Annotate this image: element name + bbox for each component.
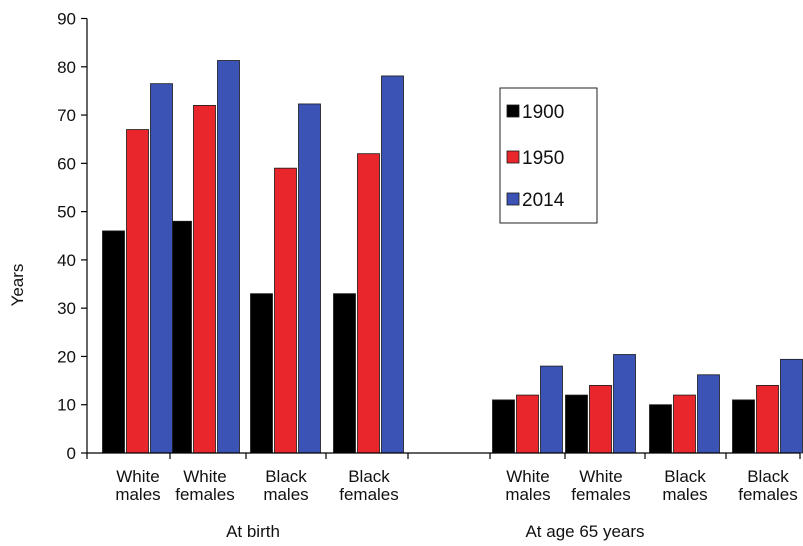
y-tick-label: 90 (57, 10, 76, 29)
legend-label-1950: 1950 (522, 148, 564, 169)
bar-1900-6 (649, 404, 672, 454)
x-axis: WhitemalesWhitefemalesBlackmalesBlackfem… (86, 452, 801, 541)
y-tick-label: 60 (57, 154, 76, 173)
bar-2014-0 (150, 83, 173, 454)
x-group-label: At age 65 years (525, 522, 644, 541)
bar-2014-5 (613, 354, 636, 454)
y-tick-label: 80 (57, 58, 76, 77)
bar-2014-1 (217, 60, 240, 454)
x-category-label: White (506, 467, 549, 486)
bar-1900-3 (333, 293, 356, 454)
bar-1950-2 (274, 167, 297, 454)
x-category-label: Black (664, 467, 706, 486)
y-axis-title: Years (8, 264, 27, 307)
bar-1950-3 (357, 153, 380, 454)
x-category-label: males (505, 485, 550, 504)
x-category-label: females (571, 485, 631, 504)
bar-2014-2 (298, 103, 321, 454)
x-category-label: males (662, 485, 707, 504)
bar-1950-5 (589, 385, 612, 454)
bar-1900-2 (250, 293, 273, 454)
x-category-label: White (116, 467, 159, 486)
x-category-label: Black (747, 467, 789, 486)
x-category-label: females (175, 485, 235, 504)
legend-label-1900: 1900 (522, 102, 564, 123)
bar-1900-0 (102, 230, 125, 454)
bar-1900-7 (732, 399, 755, 454)
y-tick-label: 10 (57, 396, 76, 415)
x-group-label: At birth (226, 522, 280, 541)
y-tick-label: 40 (57, 251, 76, 270)
bar-2014-3 (381, 75, 404, 454)
legend-swatch-2014 (506, 192, 520, 206)
legend-swatch-1900 (506, 104, 520, 118)
bar-2014-4 (540, 365, 563, 454)
x-category-label: males (263, 485, 308, 504)
legend-swatch-1950 (506, 150, 520, 164)
legend: 1900 1950 2014 (499, 87, 598, 224)
x-category-label: Black (348, 467, 390, 486)
y-tick-label: 70 (57, 106, 76, 125)
bar-1950-4 (516, 394, 539, 454)
y-axis: 0 10 20 30 40 50 60 70 80 90 (57, 10, 88, 463)
bar-1900-5 (565, 394, 588, 454)
legend-label-2014: 2014 (522, 190, 565, 211)
x-category-label: males (115, 485, 160, 504)
bar-1900-4 (492, 399, 515, 454)
x-category-label: White (183, 467, 226, 486)
x-category-label: females (339, 485, 399, 504)
x-category-label: Black (265, 467, 307, 486)
bar-2014-7 (780, 358, 803, 454)
y-tick-label: 20 (57, 347, 76, 366)
y-tick-label: 30 (57, 299, 76, 318)
y-tick-label: 50 (57, 203, 76, 222)
bar-1950-0 (126, 129, 149, 454)
x-category-label: White (579, 467, 622, 486)
bar-1950-1 (193, 105, 216, 454)
bar-1950-6 (673, 394, 696, 454)
x-category-label: females (738, 485, 798, 504)
bars (102, 60, 803, 454)
bar-1950-7 (756, 385, 779, 454)
y-tick-label: 0 (67, 444, 76, 463)
bar-2014-6 (697, 374, 720, 454)
